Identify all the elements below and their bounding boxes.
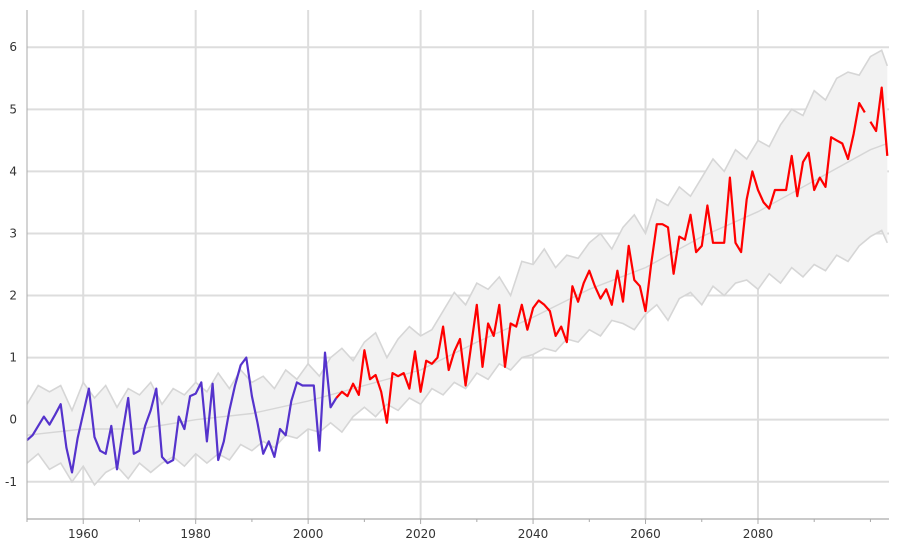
x-tick-label: 2040 <box>518 527 549 541</box>
y-tick-label: 1 <box>9 351 17 365</box>
series-lines <box>26 86 889 474</box>
x-tick-label: 1980 <box>180 527 211 541</box>
band-lower-edge <box>26 229 889 487</box>
y-tick-label: 3 <box>9 226 17 240</box>
x-tick-label: 2060 <box>630 527 661 541</box>
y-tick-label: 4 <box>9 164 17 178</box>
y-tick-label: 2 <box>9 289 17 303</box>
historical-series-line <box>26 351 338 474</box>
band-area <box>27 50 888 485</box>
y-tick-label: 6 <box>9 40 17 54</box>
y-tick-label: 5 <box>9 102 17 116</box>
chart-axes <box>26 10 889 524</box>
band-upper-edge <box>26 49 889 413</box>
x-tick-label: 1960 <box>68 527 99 541</box>
projection-series-line <box>335 102 866 424</box>
x-tick-label: 2080 <box>743 527 774 541</box>
tick-labels: -1 0 1 2 3 4 5 6 1960 1980 2000 2020 2040 2060 2080 <box>5 40 773 541</box>
x-tick-label: 2000 <box>293 527 324 541</box>
x-tick-label: 2020 <box>405 527 436 541</box>
projection-series-line <box>869 86 889 156</box>
y-tick-label: 0 <box>9 413 17 427</box>
y-tick-label: -1 <box>5 475 17 489</box>
